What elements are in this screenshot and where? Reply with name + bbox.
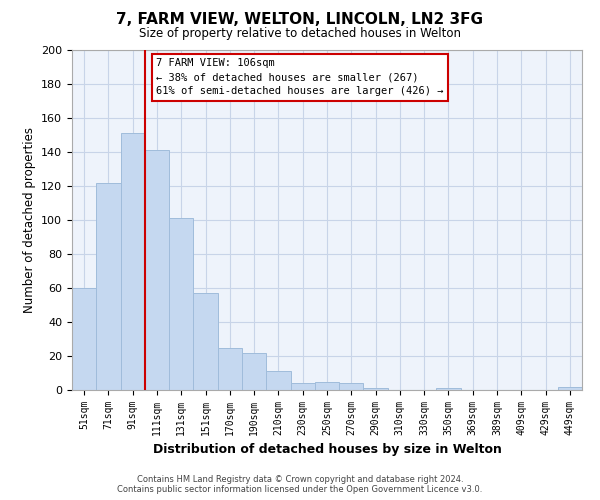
- Bar: [169, 218, 193, 390]
- Bar: [242, 352, 266, 390]
- Text: 7, FARM VIEW, WELTON, LINCOLN, LN2 3FG: 7, FARM VIEW, WELTON, LINCOLN, LN2 3FG: [116, 12, 484, 28]
- Bar: [364, 388, 388, 390]
- Bar: [96, 182, 121, 390]
- Text: Contains public sector information licensed under the Open Government Licence v3: Contains public sector information licen…: [118, 485, 482, 494]
- Bar: [72, 288, 96, 390]
- Bar: [315, 382, 339, 390]
- X-axis label: Distribution of detached houses by size in Welton: Distribution of detached houses by size …: [152, 444, 502, 456]
- Bar: [558, 386, 582, 390]
- Y-axis label: Number of detached properties: Number of detached properties: [23, 127, 35, 313]
- Text: 7 FARM VIEW: 106sqm
← 38% of detached houses are smaller (267)
61% of semi-detac: 7 FARM VIEW: 106sqm ← 38% of detached ho…: [156, 58, 443, 96]
- Bar: [193, 293, 218, 390]
- Text: Size of property relative to detached houses in Welton: Size of property relative to detached ho…: [139, 28, 461, 40]
- Text: Contains HM Land Registry data © Crown copyright and database right 2024.: Contains HM Land Registry data © Crown c…: [137, 475, 463, 484]
- Bar: [145, 150, 169, 390]
- Bar: [339, 383, 364, 390]
- Bar: [290, 383, 315, 390]
- Bar: [436, 388, 461, 390]
- Bar: [121, 134, 145, 390]
- Bar: [218, 348, 242, 390]
- Bar: [266, 372, 290, 390]
